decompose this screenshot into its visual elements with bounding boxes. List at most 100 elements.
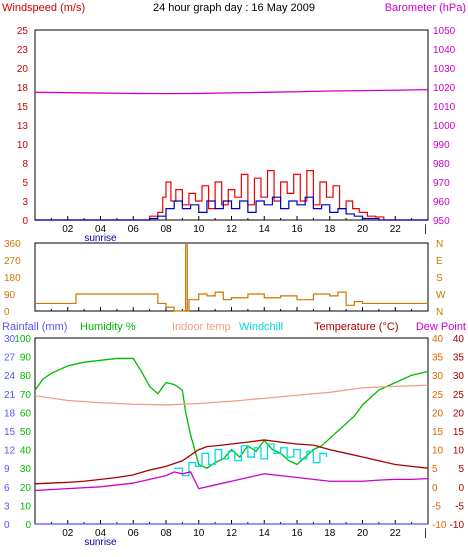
temp-right-tick-label: -10 [432, 520, 447, 531]
barometer-tick-label: 1000 [433, 121, 456, 132]
barometer-tick-label: 1040 [433, 45, 456, 56]
windspeed-tick-label: 10 [17, 140, 29, 151]
barometer-tick-label: 990 [433, 140, 450, 151]
series-indoor [34, 384, 429, 406]
humidity-tick-label: 20 [20, 483, 32, 494]
compass-label: N [436, 239, 443, 250]
temp-panel-x-tick-label: 06 [128, 528, 140, 539]
windspeed-tick-label: 15 [17, 102, 29, 113]
windspeed-tick-label: 3 [22, 197, 28, 208]
humidity-tick-label: 30 [20, 464, 32, 475]
barometer-tick-label: 950 [433, 216, 450, 227]
wind-panel-x-tick-label: 02 [62, 224, 74, 235]
humidity-tick-label: 10 [20, 501, 32, 512]
wind-panel-frame [34, 29, 429, 221]
series-humidity [34, 357, 429, 469]
chart-title: 24 hour graph day : 16 May 2009 [153, 2, 315, 14]
direction-panel-frame [34, 242, 429, 312]
rainfall-tick-label: 21 [4, 390, 16, 401]
wind-panel-x-tick-label: 20 [357, 224, 369, 235]
series-gust [35, 170, 428, 221]
temp-panel-x-tick-label: 20 [357, 528, 369, 539]
temp-panel-x-tick-label: 04 [95, 528, 107, 539]
direction-tick-label: 270 [4, 256, 21, 267]
windspeed-axis-label: Windspeed (m/s) [2, 2, 85, 14]
temp-panel-x-tick-label: 08 [160, 528, 172, 539]
temp-right-tick-label: 15 [432, 427, 444, 438]
direction-tick-label: 0 [4, 307, 10, 318]
humidity-axis-label: Humidity % [80, 321, 136, 333]
windspeed-tick-label: 5 [22, 178, 28, 189]
series-windchill [174, 443, 328, 477]
temp-far-right-tick-label: 30 [453, 371, 465, 382]
compass-label: W [436, 290, 446, 301]
wind-panel-x-tick-label: 16 [291, 224, 303, 235]
humidity-tick-label: 40 [20, 446, 32, 457]
temp-right-tick-label: 20 [432, 408, 444, 419]
temp-panel-x-tick-label: 10 [193, 528, 205, 539]
humidity-tick-label: 0 [25, 520, 31, 531]
wind-panel-x-tick-label: 22 [390, 224, 402, 235]
temp-far-right-tick-label: 25 [453, 390, 465, 401]
series-direction [35, 244, 428, 312]
temp-right-tick-label: 25 [432, 390, 444, 401]
windspeed-tick-label: 25 [17, 26, 29, 37]
rainfall-tick-label: 24 [4, 371, 16, 382]
temp-far-right-tick-label: -10 [450, 520, 465, 531]
barometer-tick-label: 1010 [433, 102, 456, 113]
compass-label: S [436, 273, 443, 284]
temp-far-right-tick-label: 20 [453, 408, 465, 419]
temp-panel-x-end-mark: | [424, 528, 427, 539]
temp-far-right-tick-label: -5 [455, 501, 464, 512]
rainfall-tick-label: 9 [4, 464, 10, 475]
temp-far-right-tick-label: 15 [453, 427, 465, 438]
compass-label: E [436, 256, 443, 267]
wind-panel-x-tick-label: 04 [95, 224, 107, 235]
temperature-axis-label: Temperature (°C) [314, 321, 398, 333]
rainfall-tick-label: 18 [4, 408, 16, 419]
windspeed-tick-label: 0 [22, 216, 28, 227]
humidity-tick-label: 90 [20, 353, 32, 364]
rainfall-tick-label: 0 [4, 520, 10, 531]
windspeed-tick-label: 23 [17, 45, 29, 56]
barometer-tick-label: 1050 [433, 26, 456, 37]
indoor-temp-label: Indoor temp [172, 321, 231, 333]
barometer-tick-label: 1020 [433, 83, 456, 94]
rainfall-tick-label: 15 [4, 427, 16, 438]
temp-panel-x-tick-label: 16 [291, 528, 303, 539]
compass-label: N [436, 307, 443, 318]
wind-panel-x-tick-label: 12 [226, 224, 238, 235]
direction-tick-label: 90 [4, 290, 16, 301]
temp-panel-frame [34, 337, 429, 525]
temp-far-right-tick-label: 40 [453, 334, 465, 345]
sunrise-label-bottom: sunrise [84, 537, 117, 548]
direction-tick-label: 360 [4, 239, 21, 250]
windspeed-tick-label: 8 [22, 159, 28, 170]
temp-right-tick-label: 0 [432, 483, 438, 494]
series-wind [35, 196, 428, 221]
rainfall-tick-label: 3 [4, 501, 10, 512]
temp-right-tick-label: 10 [432, 446, 444, 457]
sunrise-label: sunrise [84, 233, 117, 244]
temp-far-right-tick-label: 10 [453, 446, 465, 457]
wind-panel-x-end-mark: | [424, 224, 427, 235]
windspeed-tick-label: 20 [17, 64, 29, 75]
temp-right-tick-label: 35 [432, 353, 444, 364]
series-dewpoint [34, 471, 429, 492]
rainfall-tick-label: 30 [4, 334, 16, 345]
barometer-tick-label: 980 [433, 159, 450, 170]
wind-panel-x-tick-label: 08 [160, 224, 172, 235]
temp-right-tick-label: 30 [432, 371, 444, 382]
wind-panel-x-tick-label: 10 [193, 224, 205, 235]
temp-right-tick-label: -5 [432, 501, 441, 512]
humidity-tick-label: 70 [20, 390, 32, 401]
humidity-tick-label: 100 [14, 334, 31, 345]
rainfall-tick-label: 27 [4, 353, 16, 364]
direction-tick-label: 180 [4, 273, 21, 284]
barometer-tick-label: 1030 [433, 64, 456, 75]
wind-panel-x-tick-label: 06 [128, 224, 140, 235]
windspeed-tick-label: 13 [17, 121, 29, 132]
barometer-axis-label: Barometer (hPa) [385, 2, 466, 14]
temp-panel-x-tick-label: 12 [226, 528, 238, 539]
temp-far-right-tick-label: 0 [458, 483, 464, 494]
